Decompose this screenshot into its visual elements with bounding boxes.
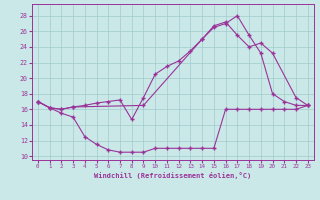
- X-axis label: Windchill (Refroidissement éolien,°C): Windchill (Refroidissement éolien,°C): [94, 172, 252, 179]
